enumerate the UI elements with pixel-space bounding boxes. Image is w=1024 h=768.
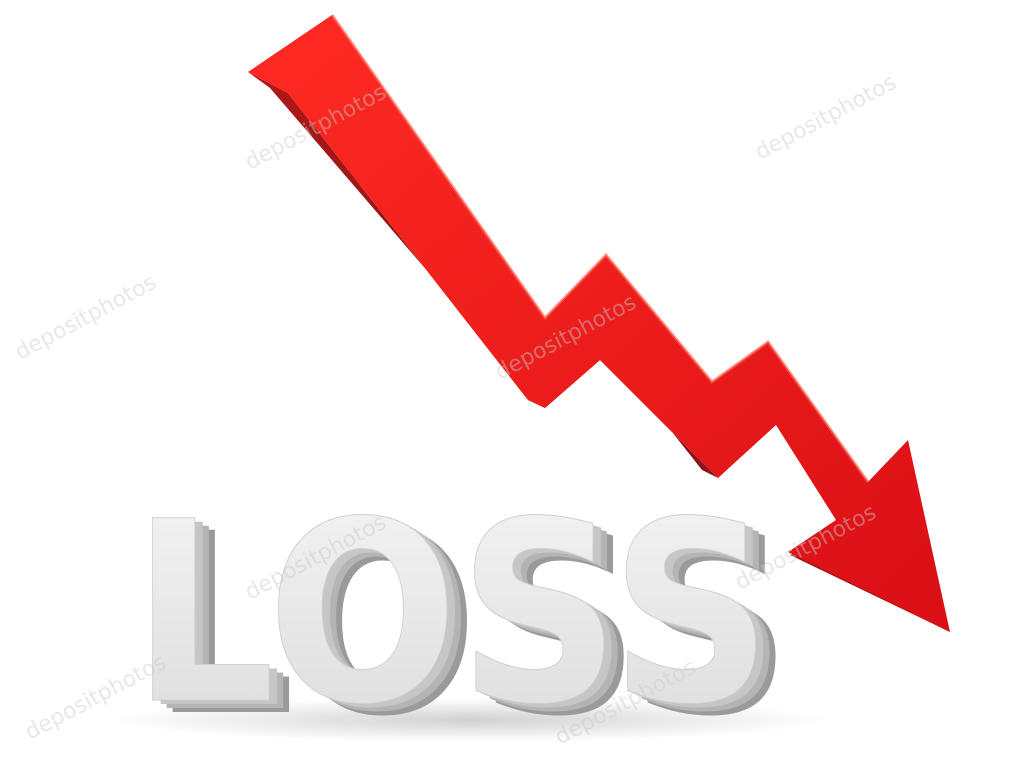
- loss-word-depth-1: LOSS: [140, 472, 780, 763]
- watermark-text: depositphotos: [11, 270, 161, 365]
- arrow-front-face: [248, 15, 950, 632]
- floor-shadow: [110, 698, 830, 742]
- watermark-text: depositphotos: [751, 70, 901, 165]
- loss-word-depth-3: LOSS: [152, 480, 792, 768]
- loss-word-face: LOSS: [132, 468, 772, 759]
- arrow-side-face-2: [545, 338, 718, 478]
- arrow-highlight: [330, 14, 870, 483]
- loss-word-depth-2: LOSS: [146, 476, 786, 767]
- loss-word: LOSS LOSS LOSS LOSS: [132, 468, 793, 768]
- down-arrow: [248, 14, 950, 632]
